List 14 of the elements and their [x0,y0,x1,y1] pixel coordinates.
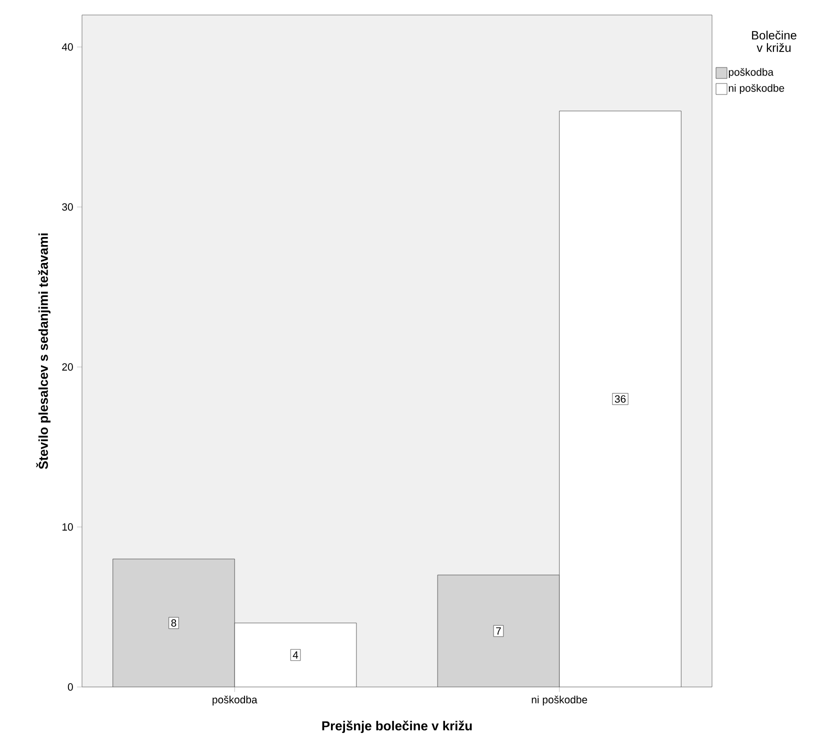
data-label: 7 [496,627,501,635]
y-tick-label: 20 [62,363,73,371]
y-tick-label: 30 [62,203,73,211]
legend-title: Bolečine v križu [752,30,796,52]
data-label: 8 [171,619,176,627]
data-label: 36 [614,395,626,403]
legend-label: poškodba [728,68,774,78]
data-label: 4 [292,651,298,659]
legend-label: ni poškodbe [728,84,784,94]
y-tick-label: 40 [62,43,73,51]
y-tick-label: 0 [68,683,73,691]
y-tick-label: 10 [62,523,73,531]
y-axis-title: Število plesalcev s sedanjimi težavami [36,233,51,470]
x-axis-title: Prejšnje bolečine v križu [322,720,472,733]
